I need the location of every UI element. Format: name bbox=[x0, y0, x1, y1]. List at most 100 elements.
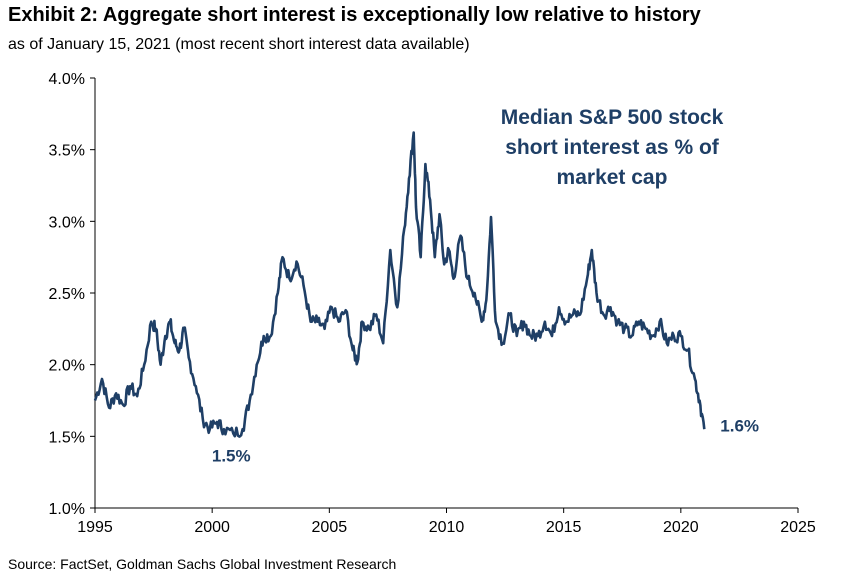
data-point bbox=[338, 320, 340, 322]
data-point bbox=[375, 313, 377, 315]
y-tick-label: 3.0% bbox=[49, 214, 85, 231]
data-point bbox=[623, 328, 625, 330]
y-tick-label: 4.0% bbox=[49, 71, 85, 88]
series-legend-line: short interest as % of bbox=[505, 136, 720, 159]
data-point bbox=[659, 320, 661, 322]
x-tick-label: 2025 bbox=[780, 519, 816, 536]
data-point bbox=[150, 320, 152, 322]
axes bbox=[90, 77, 799, 513]
series-layer bbox=[93, 131, 706, 438]
data-point bbox=[558, 306, 560, 308]
data-point bbox=[183, 328, 185, 330]
data-point bbox=[609, 306, 611, 308]
data-point bbox=[209, 428, 211, 430]
data-point bbox=[412, 131, 414, 133]
data-point bbox=[452, 277, 454, 279]
data-point bbox=[155, 328, 157, 330]
data-point bbox=[356, 361, 358, 363]
data-point bbox=[630, 335, 632, 337]
data-point bbox=[415, 206, 417, 208]
data-point bbox=[687, 349, 689, 351]
data-point bbox=[579, 313, 581, 315]
data-point bbox=[694, 378, 696, 380]
annotation-label: 1.5% bbox=[212, 446, 251, 465]
data-point bbox=[178, 349, 180, 351]
data-point bbox=[673, 335, 675, 337]
y-tick-label: 3.5% bbox=[49, 143, 85, 160]
data-point bbox=[403, 227, 405, 229]
data-point bbox=[408, 177, 410, 179]
data-point bbox=[361, 320, 363, 322]
data-point bbox=[438, 213, 440, 215]
data-point bbox=[248, 399, 250, 401]
data-point bbox=[255, 363, 257, 365]
data-point bbox=[129, 385, 131, 387]
data-point bbox=[666, 342, 668, 344]
data-point bbox=[537, 335, 539, 337]
data-point bbox=[136, 395, 138, 397]
chart-title: Exhibit 2: Aggregate short interest is e… bbox=[8, 4, 701, 26]
data-point bbox=[443, 263, 445, 265]
data-point bbox=[459, 234, 461, 236]
y-tick-label: 1.0% bbox=[49, 501, 85, 518]
source-note: Source: FactSet, Goldman Sachs Global In… bbox=[8, 556, 397, 572]
data-point bbox=[316, 320, 318, 322]
data-point bbox=[572, 313, 574, 315]
data-point bbox=[396, 306, 398, 308]
x-tick-label: 2000 bbox=[194, 519, 230, 536]
data-point bbox=[122, 404, 124, 406]
data-point bbox=[216, 421, 218, 423]
data-point bbox=[509, 313, 511, 315]
chart-subtitle: as of January 15, 2021 (most recent shor… bbox=[8, 36, 470, 53]
data-point bbox=[330, 306, 332, 308]
data-point bbox=[302, 285, 304, 287]
data-point bbox=[698, 399, 700, 401]
data-point bbox=[586, 277, 588, 279]
data-point bbox=[173, 342, 175, 344]
data-point bbox=[485, 299, 487, 301]
y-tick-label: 1.5% bbox=[49, 429, 85, 446]
data-point bbox=[637, 320, 639, 322]
data-point bbox=[616, 320, 618, 322]
data-point bbox=[644, 328, 646, 330]
data-point bbox=[516, 335, 518, 337]
annotation-label: 1.6% bbox=[720, 417, 759, 436]
data-point bbox=[169, 320, 171, 322]
data-point bbox=[270, 335, 272, 337]
x-tick-label: 2005 bbox=[312, 519, 348, 536]
data-point bbox=[420, 256, 422, 258]
data-point bbox=[115, 392, 117, 394]
data-point bbox=[448, 249, 450, 251]
data-point bbox=[281, 256, 283, 258]
data-point bbox=[602, 313, 604, 315]
data-point bbox=[232, 432, 234, 434]
data-point bbox=[195, 385, 197, 387]
data-point bbox=[480, 320, 482, 322]
data-point bbox=[389, 249, 391, 251]
data-point bbox=[530, 335, 532, 337]
data-point bbox=[94, 399, 96, 401]
data-point bbox=[595, 292, 597, 294]
data-point bbox=[495, 320, 497, 322]
data-point bbox=[368, 328, 370, 330]
data-point bbox=[382, 342, 384, 344]
data-point bbox=[352, 349, 354, 351]
data-point bbox=[143, 363, 145, 365]
data-point bbox=[288, 277, 290, 279]
data-point bbox=[223, 428, 225, 430]
series-line bbox=[93, 131, 706, 438]
data-point bbox=[309, 320, 311, 322]
data-point bbox=[164, 335, 166, 337]
data-point bbox=[263, 335, 265, 337]
data-point bbox=[565, 320, 567, 322]
data-point bbox=[466, 277, 468, 279]
x-tick-label: 2010 bbox=[429, 519, 465, 536]
data-point bbox=[434, 256, 436, 258]
data-point bbox=[652, 335, 654, 337]
series-legend-line: market cap bbox=[557, 166, 668, 189]
data-point bbox=[323, 328, 325, 330]
data-point bbox=[429, 199, 431, 201]
x-tick-label: 2020 bbox=[663, 519, 699, 536]
data-point bbox=[188, 356, 190, 358]
